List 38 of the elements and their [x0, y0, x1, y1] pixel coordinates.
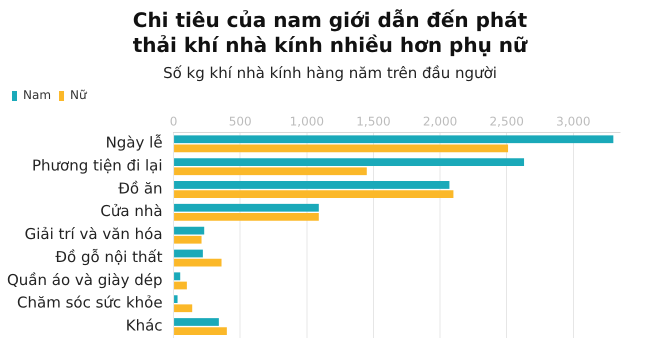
- bar: [174, 272, 180, 280]
- chart-title: Chi tiêu của nam giới dẫn đến phát thải khí nhà kính nhiều hơn phụ nữ: [132, 8, 529, 58]
- y-tick-label: Quần áo và giày dép: [6, 270, 163, 289]
- legend-label: Nam: [23, 88, 52, 102]
- bar: [174, 258, 222, 266]
- x-tick-label: 2,500: [490, 114, 524, 128]
- bar: [174, 181, 450, 189]
- bar: [174, 295, 178, 304]
- y-tick-label: Chăm sóc sức khỏe: [17, 294, 163, 312]
- bar: [174, 318, 219, 326]
- y-tick-label: Cửa nhà: [100, 202, 163, 220]
- legend-label: Nữ: [70, 88, 88, 102]
- bar: [174, 250, 203, 258]
- x-tick-label: 2,000: [422, 114, 458, 128]
- y-tick-label: Khác: [126, 316, 163, 334]
- bar: [174, 144, 508, 152]
- x-tick-label: 3,000: [556, 114, 591, 128]
- bar: [174, 167, 367, 176]
- bar: [174, 158, 524, 166]
- bar: [174, 236, 202, 244]
- chart-subtitle: Số kg khí nhà kính hàng năm trên đầu người: [162, 64, 498, 82]
- x-tick-label: 500: [228, 114, 252, 128]
- y-tick-label: Giải trí và văn hóa: [24, 225, 163, 244]
- bar: [174, 226, 204, 235]
- bar: [174, 190, 454, 198]
- bar: [174, 282, 187, 290]
- bar: [174, 204, 319, 212]
- x-tick-label: 0: [170, 114, 178, 128]
- bar: [174, 304, 192, 312]
- bar: [174, 213, 319, 221]
- y-tick-label: Đồ gỗ nội thất: [55, 248, 163, 266]
- y-tick-label: Ngày lễ: [106, 134, 163, 152]
- x-tick-label: 1,500: [356, 114, 391, 128]
- bar: [174, 327, 227, 336]
- x-tick-label: 1,000: [290, 114, 324, 128]
- y-tick-label: Phương tiện đi lại: [32, 156, 163, 175]
- y-tick-label: Đồ ăn: [118, 179, 163, 198]
- bar: [174, 135, 614, 144]
